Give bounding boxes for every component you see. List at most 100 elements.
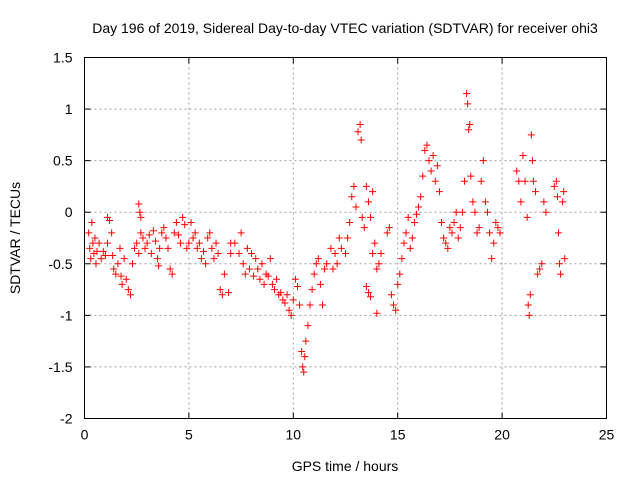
- data-point: [450, 219, 458, 227]
- data-point: [346, 219, 354, 227]
- data-point: [168, 270, 176, 278]
- data-point: [95, 239, 103, 247]
- data-point: [245, 265, 253, 273]
- data-point: [385, 224, 393, 232]
- data-point: [454, 234, 462, 242]
- data-point: [358, 213, 366, 221]
- data-point: [293, 282, 301, 290]
- data-point: [364, 289, 372, 297]
- data-point: [91, 234, 99, 242]
- data-point: [464, 100, 472, 108]
- data-point: [137, 213, 145, 221]
- data-point: [160, 224, 168, 232]
- data-point: [179, 213, 187, 221]
- data-point: [287, 311, 295, 319]
- data-point: [291, 275, 299, 283]
- data-point: [488, 255, 496, 263]
- data-point: [118, 280, 126, 288]
- data-point: [360, 224, 368, 232]
- data-point: [220, 270, 228, 278]
- x-axis-label: GPS time / hours: [292, 458, 399, 474]
- data-point: [398, 255, 406, 263]
- data-point: [227, 249, 235, 257]
- data-point: [285, 306, 293, 314]
- data-point: [218, 291, 226, 299]
- data-point: [419, 172, 427, 180]
- data-point: [475, 224, 483, 232]
- data-point: [147, 249, 155, 257]
- data-point: [406, 244, 414, 252]
- data-point: [89, 239, 97, 247]
- data-point: [85, 229, 93, 237]
- data-point: [556, 260, 564, 268]
- data-point: [362, 182, 370, 190]
- data-point: [408, 234, 416, 242]
- data-point: [260, 280, 268, 288]
- data-point: [193, 244, 201, 252]
- data-point: [129, 260, 137, 268]
- data-point: [321, 265, 329, 273]
- data-point: [92, 260, 100, 268]
- data-point: [302, 337, 310, 345]
- data-point: [277, 289, 285, 297]
- data-point: [452, 208, 460, 216]
- y-axis-label: SDTVAR / TECUs: [7, 182, 23, 294]
- data-point: [319, 301, 327, 309]
- data-point: [467, 172, 475, 180]
- data-point: [87, 255, 95, 263]
- data-point: [197, 255, 205, 263]
- data-point: [143, 239, 151, 247]
- data-point: [387, 291, 395, 299]
- data-point: [523, 213, 531, 221]
- data-point: [101, 252, 109, 260]
- data-point: [348, 193, 356, 201]
- data-point: [481, 198, 489, 206]
- data-point: [248, 249, 256, 257]
- data-point: [225, 289, 233, 297]
- x-tick-label: 0: [81, 427, 89, 443]
- data-point: [210, 255, 218, 263]
- axis-ticks: 0 5 10 15 20 25 -2 -1.5 -1 -0.5 0 0.5 1 1.5: [48, 50, 614, 443]
- data-point: [431, 177, 439, 185]
- data-point: [373, 265, 381, 273]
- chart-title: Day 196 of 2019, Sidereal Day-to-day VTE…: [92, 20, 598, 36]
- data-point: [156, 244, 164, 252]
- x-tick-label: 15: [390, 427, 406, 443]
- data-point: [237, 229, 245, 237]
- data-point: [550, 182, 558, 190]
- data-point: [362, 282, 370, 290]
- data-point: [281, 299, 289, 307]
- data-point: [404, 213, 412, 221]
- data-point: [306, 301, 314, 309]
- data-point: [526, 291, 534, 299]
- data-point: [465, 126, 473, 134]
- data-point: [93, 247, 101, 255]
- data-point: [266, 255, 274, 263]
- data-point: [86, 244, 94, 252]
- data-point: [214, 249, 222, 257]
- data-point: [137, 229, 145, 237]
- data-point: [527, 131, 535, 139]
- y-tick-label: 1: [65, 101, 73, 117]
- data-point: [181, 221, 189, 229]
- data-point: [557, 270, 565, 278]
- data-point: [271, 286, 279, 294]
- data-point: [141, 244, 149, 252]
- data-point: [442, 239, 450, 247]
- data-point: [312, 260, 320, 268]
- data-point: [308, 286, 316, 294]
- data-point: [469, 198, 477, 206]
- data-point: [427, 167, 435, 175]
- data-point: [513, 167, 521, 175]
- data-point: [412, 210, 420, 218]
- data-point: [377, 249, 385, 257]
- y-tick-label: -0.5: [48, 256, 72, 272]
- data-point: [461, 177, 469, 185]
- data-point: [402, 229, 410, 237]
- plot-frame: [84, 57, 607, 419]
- data-point: [189, 234, 197, 242]
- data-point: [552, 177, 560, 185]
- data-point: [421, 146, 429, 154]
- y-tick-label: -2: [60, 411, 73, 427]
